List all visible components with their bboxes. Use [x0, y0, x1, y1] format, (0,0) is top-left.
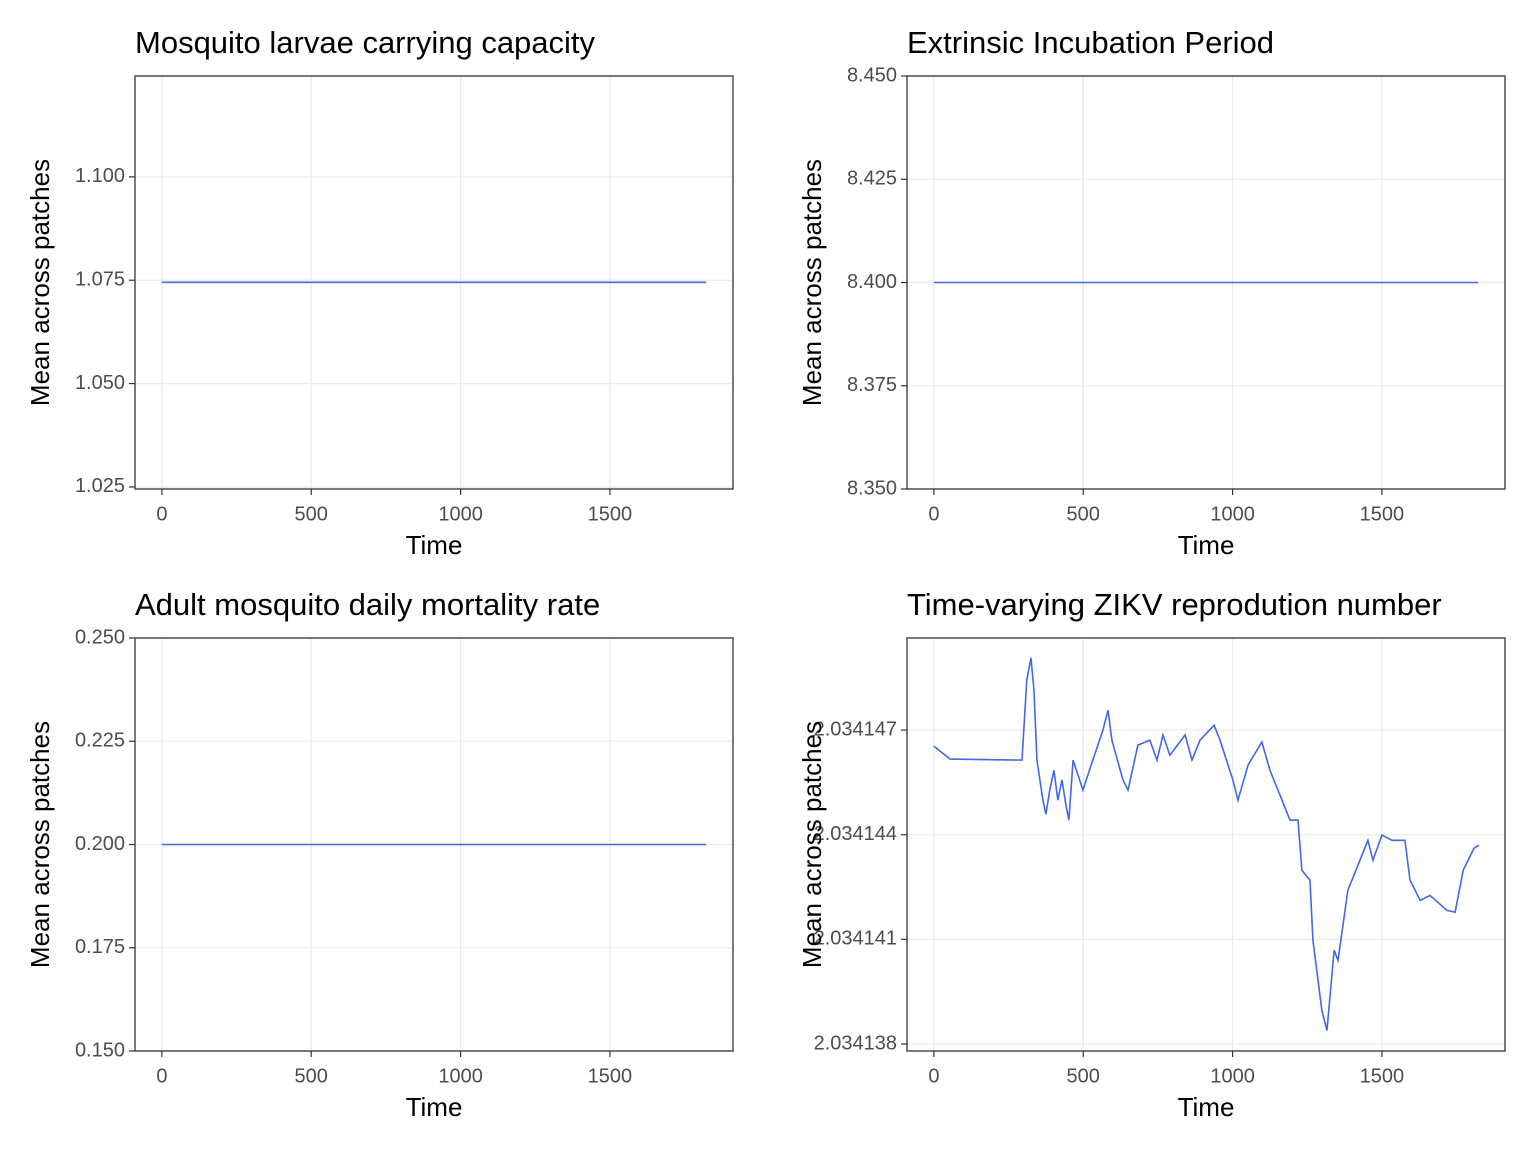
chart-title: Time-varying ZIKV reprodution number	[907, 587, 1442, 622]
y-tick-label: 0.150	[75, 1039, 125, 1061]
y-tick-label: 0.175	[75, 936, 125, 958]
y-tick-label: 0.200	[75, 833, 125, 855]
y-tick-label: 2.034144	[814, 823, 897, 845]
y-tick-label: 2.034141	[814, 928, 897, 950]
chart-title: Extrinsic Incubation Period	[907, 25, 1274, 60]
x-tick-label: 500	[295, 1065, 328, 1087]
x-tick-label: 1000	[438, 503, 483, 525]
y-tick-label: 2.034138	[814, 1032, 897, 1054]
panel-border	[134, 75, 734, 490]
y-tick-label: 1.100	[75, 165, 125, 187]
x-axis-label: Time	[1178, 1092, 1235, 1122]
y-tick-label: 0.250	[75, 626, 125, 648]
chart-title: Mosquito larvae carrying capacity	[135, 25, 596, 60]
x-tick-label: 1500	[588, 1065, 633, 1087]
x-tick-label: 0	[928, 1065, 939, 1087]
y-tick-label: 8.400	[847, 271, 897, 293]
chart-title: Adult mosquito daily mortality rate	[135, 587, 600, 622]
y-axis-label: Mean across patches	[25, 721, 55, 968]
x-tick-label: 0	[156, 1065, 167, 1087]
panel-border	[134, 637, 734, 1052]
x-tick-label: 0	[928, 503, 939, 525]
x-tick-label: 500	[1067, 503, 1100, 525]
panel-border	[906, 75, 1506, 490]
x-tick-label: 1000	[1210, 503, 1255, 525]
panel-background	[907, 638, 1505, 1051]
x-axis-label: Time	[1178, 530, 1235, 560]
x-tick-label: 500	[1067, 1065, 1100, 1087]
panel-border	[906, 637, 1506, 1052]
x-axis-label: Time	[406, 530, 463, 560]
x-axis-label: Time	[406, 1092, 463, 1122]
y-tick-label: 1.050	[75, 372, 125, 394]
y-tick-label: 0.225	[75, 730, 125, 752]
y-tick-label: 8.450	[847, 64, 897, 86]
x-tick-label: 1500	[1360, 1065, 1405, 1087]
y-tick-label: 1.025	[75, 475, 125, 497]
x-tick-label: 500	[295, 503, 328, 525]
x-tick-label: 1000	[438, 1065, 483, 1087]
y-tick-label: 8.350	[847, 477, 897, 499]
x-tick-label: 0	[156, 503, 167, 525]
y-axis-label: Mean across patches	[25, 159, 55, 406]
y-tick-label: 8.425	[847, 168, 897, 190]
x-tick-label: 1500	[588, 503, 633, 525]
line	[933, 657, 1480, 1031]
y-axis-label: Mean across patches	[797, 159, 827, 406]
y-axis-label: Mean across patches	[797, 721, 827, 968]
x-tick-label: 1000	[1210, 1065, 1255, 1087]
y-tick-label: 2.034147	[814, 718, 897, 740]
y-tick-label: 8.375	[847, 374, 897, 396]
y-tick-label: 1.075	[75, 269, 125, 291]
x-tick-label: 1500	[1360, 503, 1405, 525]
